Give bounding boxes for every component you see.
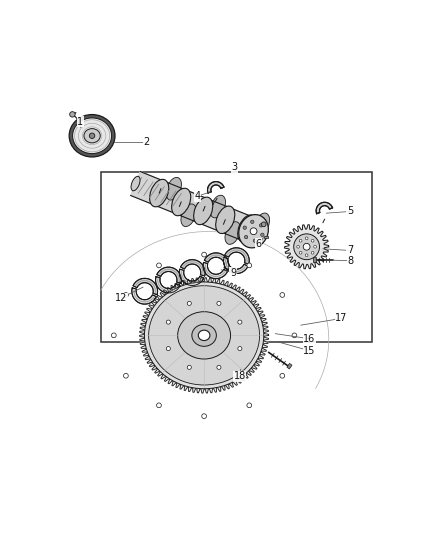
Circle shape bbox=[305, 254, 308, 256]
Polygon shape bbox=[155, 277, 180, 293]
Text: 9: 9 bbox=[230, 268, 236, 278]
Polygon shape bbox=[225, 248, 249, 264]
Circle shape bbox=[124, 374, 128, 378]
Circle shape bbox=[156, 403, 161, 408]
Circle shape bbox=[243, 226, 247, 229]
Circle shape bbox=[294, 234, 319, 260]
Ellipse shape bbox=[84, 128, 100, 143]
Circle shape bbox=[311, 252, 314, 254]
Polygon shape bbox=[180, 260, 205, 276]
Text: 16: 16 bbox=[303, 334, 315, 344]
Ellipse shape bbox=[145, 282, 264, 389]
Circle shape bbox=[157, 263, 161, 268]
Bar bbox=[287, 364, 292, 369]
Circle shape bbox=[280, 374, 285, 378]
Polygon shape bbox=[140, 278, 268, 393]
Polygon shape bbox=[316, 203, 332, 214]
Ellipse shape bbox=[181, 204, 196, 227]
Polygon shape bbox=[179, 269, 204, 286]
Circle shape bbox=[261, 222, 266, 227]
Text: 18: 18 bbox=[233, 371, 246, 381]
Circle shape bbox=[202, 414, 206, 418]
Circle shape bbox=[292, 333, 297, 338]
Circle shape bbox=[238, 346, 242, 351]
Ellipse shape bbox=[150, 179, 169, 207]
Ellipse shape bbox=[239, 215, 268, 248]
Circle shape bbox=[303, 244, 310, 250]
Ellipse shape bbox=[131, 176, 140, 191]
Ellipse shape bbox=[254, 213, 269, 236]
Polygon shape bbox=[204, 253, 229, 269]
Circle shape bbox=[187, 301, 191, 305]
Circle shape bbox=[247, 403, 251, 408]
Polygon shape bbox=[223, 257, 248, 273]
Polygon shape bbox=[131, 172, 258, 243]
Ellipse shape bbox=[215, 206, 235, 233]
Circle shape bbox=[166, 320, 170, 324]
Circle shape bbox=[238, 320, 242, 324]
Text: 12: 12 bbox=[115, 293, 127, 303]
Ellipse shape bbox=[225, 222, 240, 244]
Polygon shape bbox=[285, 225, 328, 269]
Text: 7: 7 bbox=[347, 246, 353, 255]
Text: 17: 17 bbox=[336, 313, 348, 324]
Circle shape bbox=[261, 233, 264, 237]
Circle shape bbox=[124, 293, 128, 297]
Text: 4: 4 bbox=[194, 191, 200, 201]
Circle shape bbox=[244, 236, 248, 239]
Circle shape bbox=[247, 263, 251, 268]
Text: 15: 15 bbox=[303, 345, 315, 356]
Polygon shape bbox=[208, 182, 224, 193]
Circle shape bbox=[250, 228, 257, 235]
Circle shape bbox=[251, 220, 254, 223]
Text: 2: 2 bbox=[143, 137, 149, 147]
Circle shape bbox=[280, 293, 285, 297]
Ellipse shape bbox=[238, 215, 257, 243]
Ellipse shape bbox=[69, 115, 115, 157]
Polygon shape bbox=[203, 262, 228, 279]
Circle shape bbox=[299, 252, 302, 254]
Circle shape bbox=[299, 239, 302, 242]
Text: 6: 6 bbox=[255, 239, 261, 249]
Ellipse shape bbox=[194, 197, 213, 224]
Text: 5: 5 bbox=[347, 206, 353, 216]
Ellipse shape bbox=[73, 118, 112, 154]
Circle shape bbox=[187, 365, 191, 369]
Polygon shape bbox=[133, 278, 158, 295]
Circle shape bbox=[217, 365, 221, 369]
Circle shape bbox=[253, 239, 257, 243]
Polygon shape bbox=[132, 288, 156, 304]
Ellipse shape bbox=[148, 286, 260, 385]
Ellipse shape bbox=[210, 195, 226, 218]
Bar bbox=[101, 172, 372, 342]
Text: 1: 1 bbox=[77, 117, 83, 126]
Circle shape bbox=[111, 333, 116, 338]
Circle shape bbox=[70, 111, 75, 117]
Circle shape bbox=[166, 346, 170, 351]
Text: 8: 8 bbox=[347, 256, 353, 265]
Circle shape bbox=[89, 133, 95, 139]
Bar bbox=[313, 257, 316, 262]
Ellipse shape bbox=[198, 330, 210, 341]
FancyBboxPatch shape bbox=[264, 236, 268, 238]
Ellipse shape bbox=[178, 312, 230, 359]
Ellipse shape bbox=[166, 177, 181, 200]
Circle shape bbox=[297, 245, 300, 248]
Circle shape bbox=[259, 224, 263, 227]
Circle shape bbox=[311, 239, 314, 242]
Circle shape bbox=[305, 237, 308, 240]
Circle shape bbox=[314, 245, 317, 248]
Circle shape bbox=[202, 252, 206, 257]
Ellipse shape bbox=[172, 188, 191, 216]
Text: 3: 3 bbox=[232, 163, 238, 172]
Ellipse shape bbox=[192, 325, 216, 346]
Polygon shape bbox=[157, 267, 181, 284]
Circle shape bbox=[217, 301, 221, 305]
